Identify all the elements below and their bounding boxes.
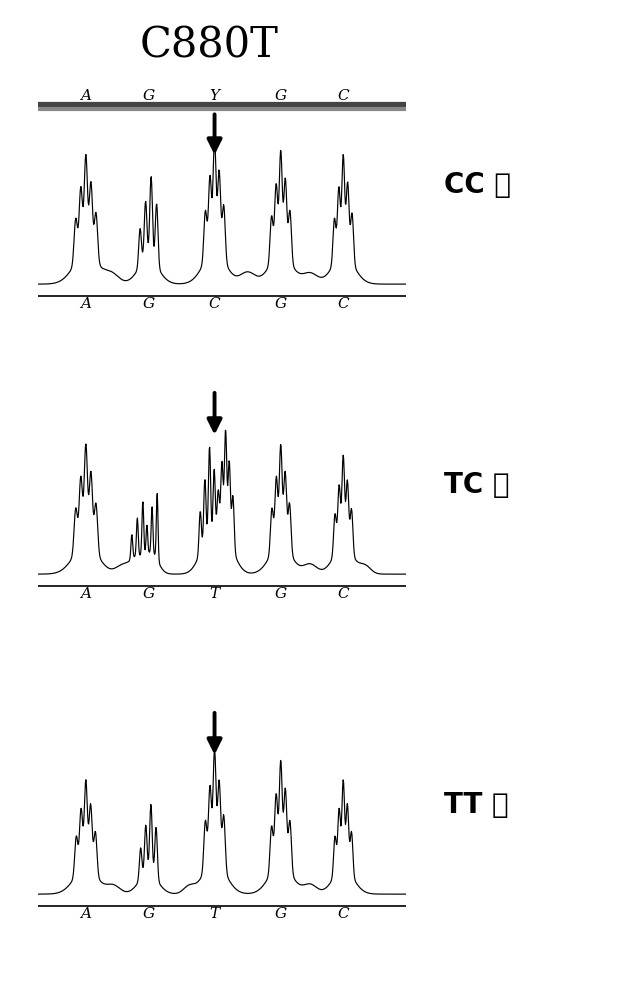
Text: A: A (81, 587, 91, 601)
Text: A: A (81, 907, 91, 921)
Text: G: G (275, 89, 287, 103)
Text: Y: Y (209, 89, 219, 103)
Text: TT 型: TT 型 (444, 791, 508, 819)
Text: A: A (81, 297, 91, 311)
Text: TC 型: TC 型 (444, 471, 509, 499)
Text: G: G (142, 89, 155, 103)
Text: G: G (275, 587, 287, 601)
Text: A: A (81, 89, 91, 103)
Text: T: T (209, 907, 219, 921)
Text: G: G (142, 907, 155, 921)
Text: C: C (337, 297, 349, 311)
Text: G: G (275, 297, 287, 311)
Text: G: G (275, 907, 287, 921)
Text: C880T: C880T (139, 25, 278, 67)
Text: C: C (337, 587, 349, 601)
Text: C: C (209, 297, 221, 311)
Text: C: C (337, 907, 349, 921)
Text: G: G (142, 587, 155, 601)
Text: C: C (337, 89, 349, 103)
Text: T: T (209, 587, 219, 601)
Text: G: G (142, 297, 155, 311)
Text: CC 型: CC 型 (444, 171, 511, 199)
